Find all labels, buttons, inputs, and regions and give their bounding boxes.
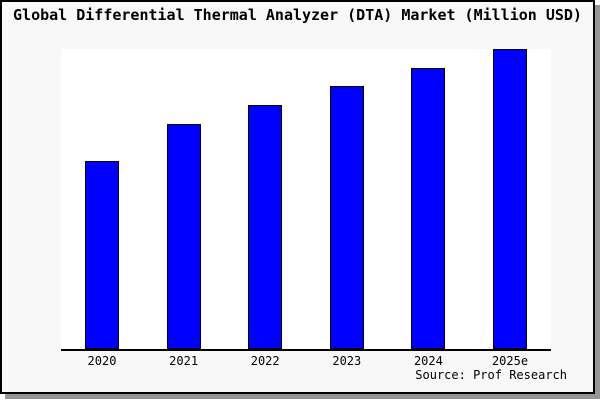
bar-2023: [329, 85, 364, 349]
bar-2021: [166, 124, 201, 349]
source-credit: Source: Prof Research: [415, 368, 567, 382]
x-tick-2024: 2024: [413, 354, 443, 368]
bar-2020: [85, 160, 119, 349]
bar-2024: [411, 67, 446, 349]
x-tick-2025e: 2025e: [491, 354, 529, 368]
bar-2025e: [493, 49, 527, 349]
x-tick-2020: 2020: [87, 354, 117, 368]
chart-frame: Global Differential Thermal Analyzer (DT…: [0, 0, 595, 394]
bar-2022: [248, 105, 283, 349]
chart-title: Global Differential Thermal Analyzer (DT…: [13, 6, 582, 24]
x-tick-2023: 2023: [332, 354, 362, 368]
x-tick-2021: 2021: [169, 354, 199, 368]
plot-area: [61, 49, 551, 351]
x-tick-2022: 2022: [250, 354, 280, 368]
x-axis-ticks: 2020 2021 2022 2023 2024 2025e: [61, 354, 551, 370]
